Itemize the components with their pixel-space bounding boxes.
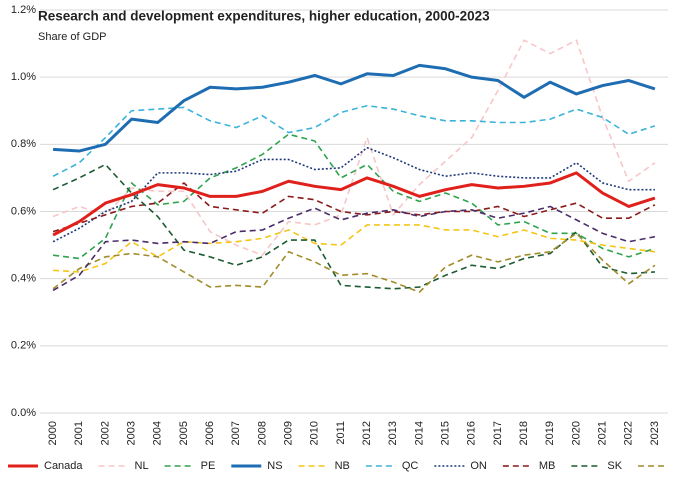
series-line bbox=[52, 182, 656, 233]
x-tick-label: 2006 bbox=[204, 421, 216, 445]
series-line bbox=[53, 224, 656, 273]
y-tick-label: 0.2% bbox=[11, 340, 36, 352]
x-tick-label: 2012 bbox=[361, 421, 373, 445]
legend-label: NL bbox=[135, 460, 149, 472]
y-tick-label: 1.2% bbox=[11, 4, 36, 16]
series-line bbox=[52, 205, 656, 292]
y-tick-label: 0.8% bbox=[11, 138, 36, 150]
x-tick-label: 2020 bbox=[570, 421, 582, 445]
x-tick-label: 2015 bbox=[439, 421, 451, 445]
legend-label: Canada bbox=[44, 460, 83, 472]
x-tick-label: 2014 bbox=[413, 421, 425, 445]
x-tick-label: 2000 bbox=[47, 421, 59, 445]
x-tick-label: 2011 bbox=[335, 421, 347, 445]
series-line bbox=[52, 39, 656, 256]
legend-label: SK bbox=[607, 460, 622, 472]
legend-label: NS bbox=[267, 460, 282, 472]
legend-label: MB bbox=[539, 460, 556, 472]
legend-label: QC bbox=[402, 460, 419, 472]
y-tick-label: 1.0% bbox=[11, 71, 36, 83]
x-tick-label: 2004 bbox=[152, 421, 164, 445]
legend-label: PE bbox=[201, 460, 216, 472]
x-tick-label: 2013 bbox=[387, 421, 399, 445]
x-tick-label: 2016 bbox=[466, 421, 478, 445]
series-line bbox=[52, 133, 656, 260]
series-line bbox=[52, 232, 656, 293]
y-tick-label: 0.4% bbox=[11, 273, 36, 285]
x-tick-label: 2017 bbox=[492, 421, 504, 445]
y-tick-label: 0.0% bbox=[11, 407, 36, 419]
chart-title: Research and development expenditures, h… bbox=[38, 9, 490, 24]
legend-label: ON bbox=[470, 460, 487, 472]
series-line bbox=[52, 171, 656, 237]
x-tick-label: 2018 bbox=[518, 421, 530, 445]
x-tick-label: 2023 bbox=[649, 421, 661, 445]
x-tick-label: 2001 bbox=[73, 421, 85, 445]
x-tick-label: 2008 bbox=[256, 421, 268, 445]
series-line bbox=[52, 104, 656, 177]
series-line bbox=[52, 146, 655, 243]
chart-subtitle: Share of GDP bbox=[38, 31, 106, 43]
series-line bbox=[52, 63, 656, 153]
x-tick-label: 2010 bbox=[309, 421, 321, 445]
legend-label: NB bbox=[335, 460, 350, 472]
x-tick-label: 2003 bbox=[125, 421, 137, 445]
x-tick-label: 2009 bbox=[282, 421, 294, 445]
x-tick-label: 2002 bbox=[99, 421, 111, 445]
x-tick-label: 2022 bbox=[623, 421, 635, 445]
y-tick-label: 0.6% bbox=[11, 205, 36, 217]
x-tick-label: 2019 bbox=[544, 421, 556, 445]
x-tick-label: 2021 bbox=[596, 421, 608, 445]
x-tick-label: 2007 bbox=[230, 421, 242, 445]
x-tick-label: 2005 bbox=[178, 421, 190, 445]
